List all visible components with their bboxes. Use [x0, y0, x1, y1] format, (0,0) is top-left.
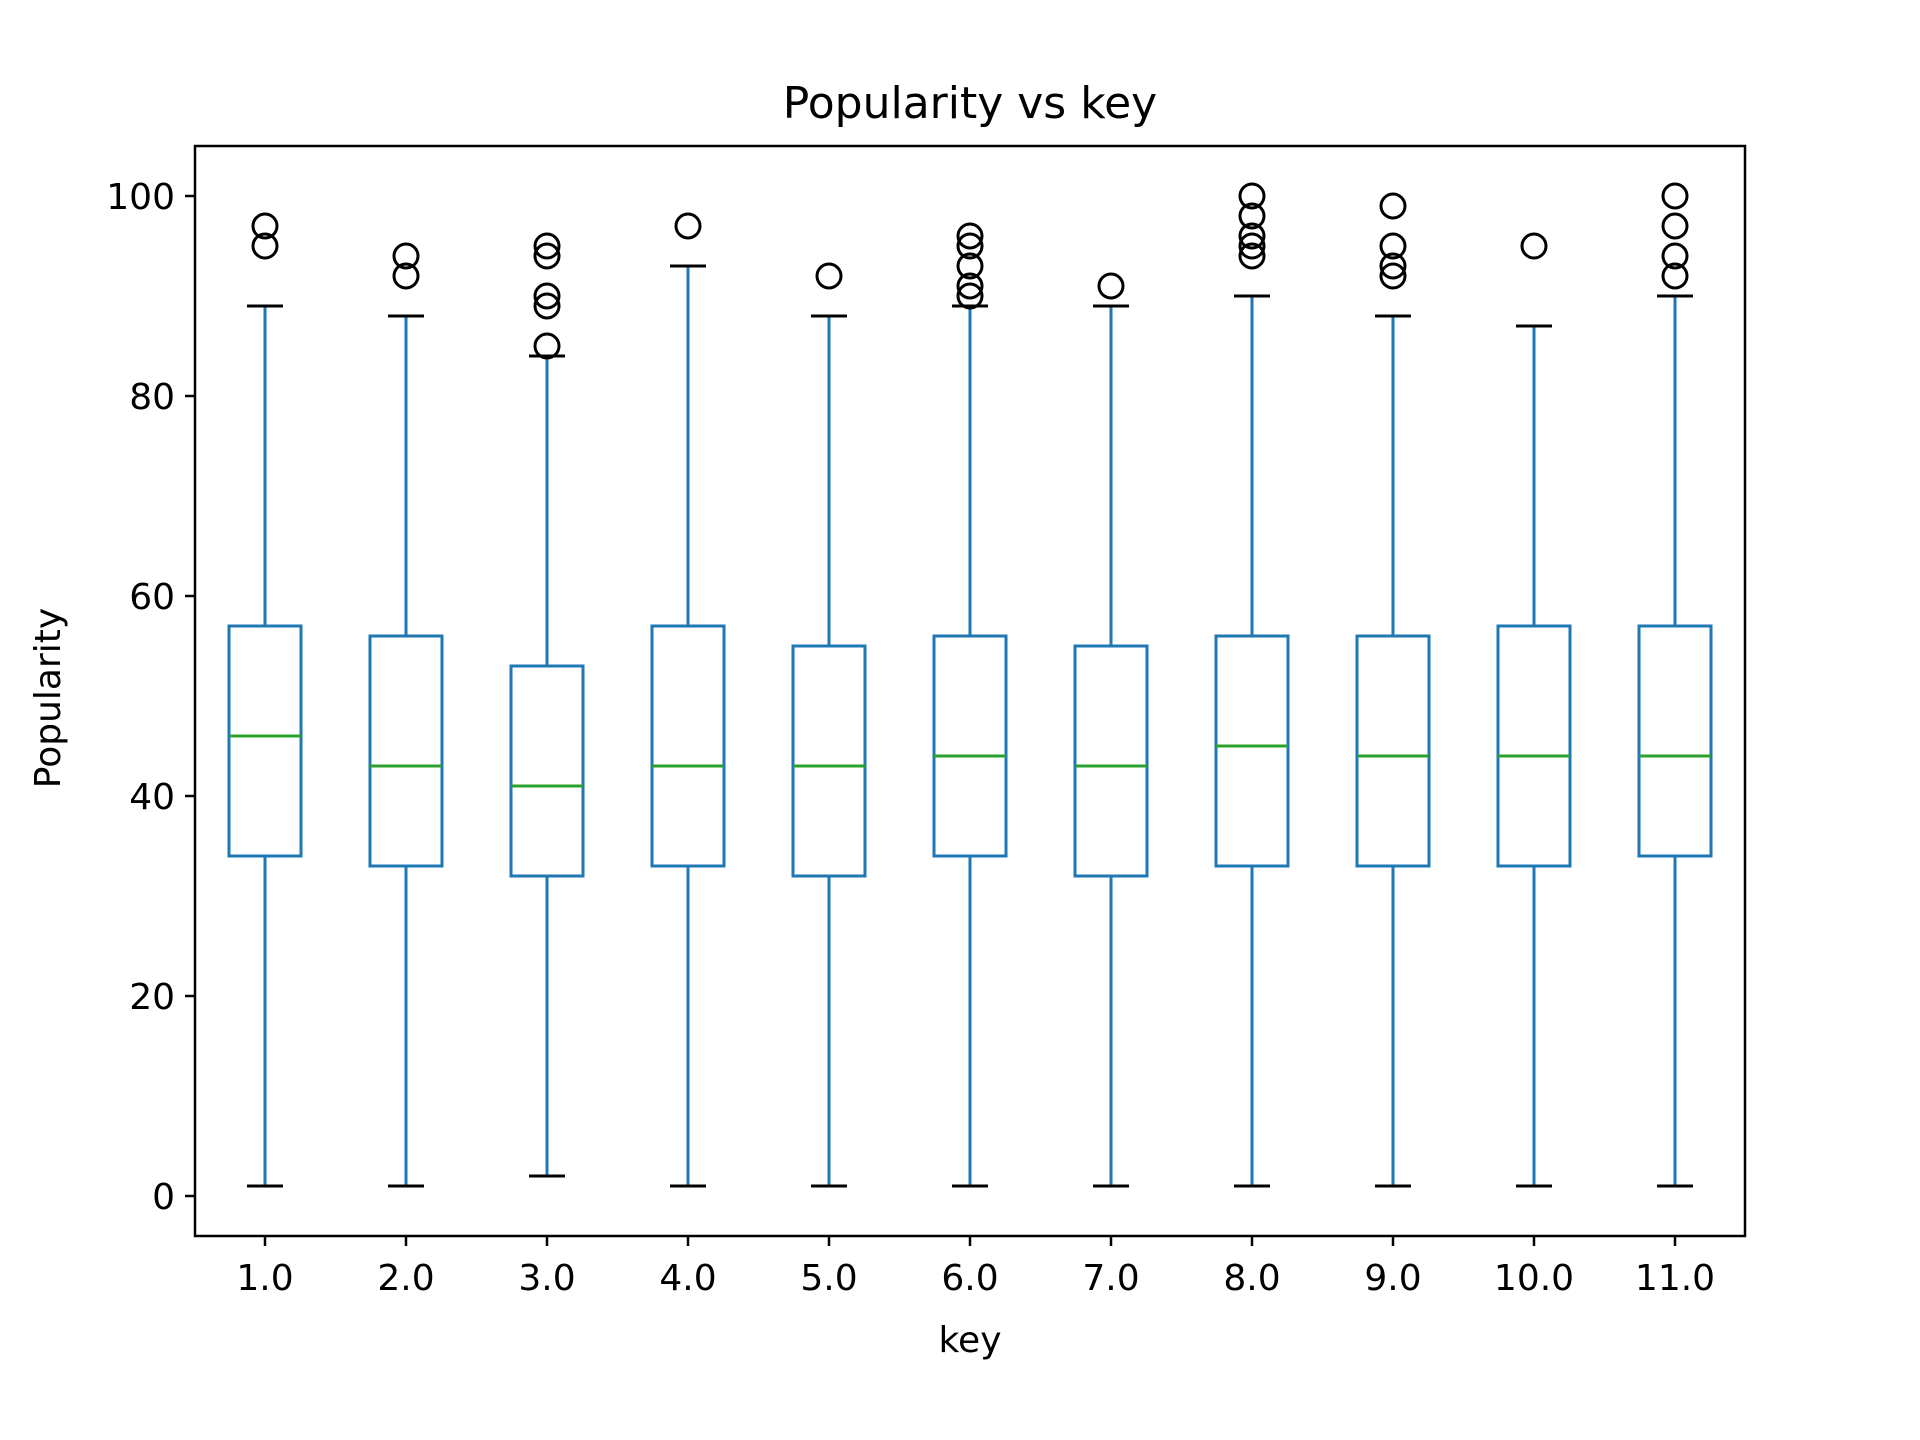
flier-point [956, 252, 984, 280]
box [1355, 634, 1431, 868]
x-tick-label: 10.0 [1494, 1258, 1574, 1299]
flier-point [956, 232, 984, 260]
box-group [650, 212, 726, 1188]
box-group [1637, 182, 1713, 1188]
flier-point [1379, 192, 1407, 220]
flier-point [1661, 242, 1689, 270]
y-tick-label: 60 [129, 577, 175, 618]
x-tick-label: 7.0 [1082, 1258, 1139, 1299]
flier-point [1379, 232, 1407, 260]
flier-point [392, 262, 420, 290]
y-axis: 0 20 40 60 80 100 [106, 177, 195, 1218]
box-group [509, 232, 585, 1178]
x-axis-label: key [938, 1320, 1001, 1361]
x-tick-label: 2.0 [377, 1258, 434, 1299]
y-tick-label: 40 [129, 777, 175, 818]
flier-point [251, 232, 279, 260]
flier-point [1238, 232, 1266, 260]
y-tick-label: 20 [129, 977, 175, 1018]
flier-point [956, 272, 984, 300]
box [1637, 624, 1713, 858]
x-tick-label: 1.0 [236, 1258, 293, 1299]
x-tick-label: 8.0 [1223, 1258, 1280, 1299]
box-group [932, 222, 1008, 1188]
flier-point [251, 212, 279, 240]
flier-point [533, 282, 561, 310]
y-tick-label: 100 [106, 177, 175, 218]
box [227, 624, 303, 858]
flier-point [1238, 182, 1266, 210]
y-tick-label: 0 [152, 1177, 175, 1218]
box [932, 634, 1008, 858]
flier-point [533, 332, 561, 360]
chart-title: Popularity vs key [783, 78, 1157, 129]
flier-point [1379, 252, 1407, 280]
box-group [227, 212, 303, 1188]
box-group [368, 242, 444, 1188]
x-tick-label: 4.0 [659, 1258, 716, 1299]
flier-point [956, 222, 984, 250]
flier-point [956, 282, 984, 310]
x-axis: 1.0 2.0 3.0 4.0 5.0 6.0 7.0 8.0 9.0 10.0 11.0 [236, 1236, 1715, 1299]
flier-point [533, 232, 561, 260]
y-axis-label: Popularity [28, 608, 69, 788]
flier-point [1520, 232, 1548, 260]
flier-point [1661, 212, 1689, 240]
box [650, 624, 726, 868]
box [1073, 644, 1149, 878]
x-tick-label: 5.0 [800, 1258, 857, 1299]
box-group [791, 262, 867, 1188]
flier-point [533, 292, 561, 320]
box [1214, 634, 1290, 868]
flier-point [533, 242, 561, 270]
flier-point [815, 262, 843, 290]
x-tick-label: 11.0 [1635, 1258, 1715, 1299]
plot-area [227, 182, 1713, 1188]
flier-point [1379, 262, 1407, 290]
flier-point [1238, 202, 1266, 230]
box-group [1214, 182, 1290, 1188]
x-tick-label: 9.0 [1364, 1258, 1421, 1299]
box [509, 664, 585, 878]
flier-point [1238, 222, 1266, 250]
flier-point [1661, 182, 1689, 210]
box [791, 644, 867, 878]
box-group [1073, 272, 1149, 1188]
x-tick-label: 6.0 [941, 1258, 998, 1299]
flier-point [1097, 272, 1125, 300]
box [368, 634, 444, 868]
box-group [1496, 232, 1572, 1188]
box-group [1355, 192, 1431, 1188]
flier-point [392, 242, 420, 270]
flier-point [1238, 242, 1266, 270]
y-tick-label: 80 [129, 377, 175, 418]
flier-point [1661, 262, 1689, 290]
box [1496, 624, 1572, 868]
x-tick-label: 3.0 [518, 1258, 575, 1299]
flier-point [674, 212, 702, 240]
